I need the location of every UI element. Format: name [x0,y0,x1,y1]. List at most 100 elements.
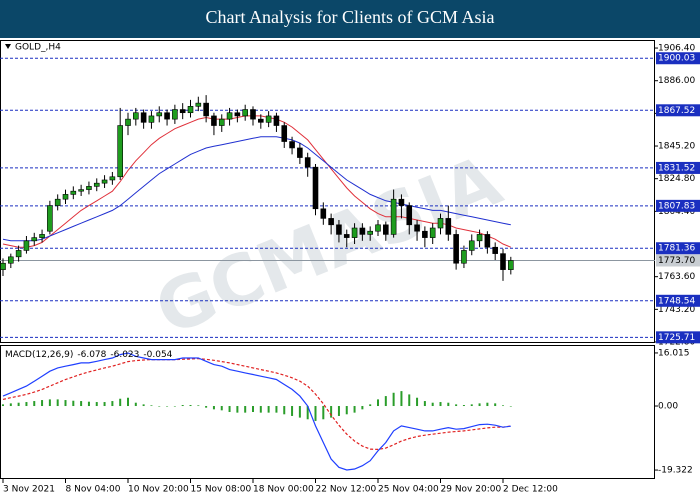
histogram-bar [17,402,20,407]
histogram-bar [205,406,208,408]
level-label-bg [656,199,700,212]
candle-body [250,109,256,120]
histogram-bar [361,406,364,410]
candle-body [86,186,92,190]
candle-body [414,224,420,232]
histogram-bar [244,406,247,413]
histogram-bar [353,406,356,413]
histogram-bar [486,402,489,407]
candle-body [500,253,506,270]
histogram-bar [377,399,379,407]
x-tick-label: 25 Nov 04:00 [378,485,439,495]
candle-body [109,176,116,181]
y-tick-label: 1743.20 [658,305,695,315]
candle-body [383,224,389,235]
histogram-bar [267,406,270,413]
candle-body [117,125,123,178]
histogram-bar [142,404,145,407]
candle-body [93,182,100,187]
histogram-bar [25,402,28,407]
candle-body [78,189,84,192]
histogram-bar [431,402,434,407]
x-tick-label: 2 Dec 12:00 [503,485,558,495]
candle-body [492,246,498,254]
histogram-bar [439,402,442,407]
candle-body [453,234,459,264]
macd-header: MACD(12,26,9) -6.078 -6.023 -0.054 [5,350,173,360]
x-tick-label: 22 Nov 12:00 [316,485,377,495]
histogram-bar [408,394,411,407]
x-tick-label: 3 Nov 2021 [3,485,55,495]
header-band [0,0,700,38]
level-label-bg [656,52,700,65]
level-label-bg [656,242,700,255]
histogram-bar [369,404,372,407]
y-tick-label: 1845.20 [658,142,695,152]
candle-body [133,112,139,120]
histogram-bar [2,404,4,407]
level-label: 1831.52 [658,163,695,173]
x-tick-label: 10 Nov 20:00 [128,485,189,495]
macd-value: -6.078 [77,350,106,360]
candle-body [461,250,467,264]
candle-body [468,240,475,251]
histogram-bar [189,405,192,407]
histogram-value: -0.054 [143,350,172,360]
candle-body [179,109,186,114]
candle-body [187,106,194,114]
candle-body [336,224,342,235]
candle-body [101,179,108,184]
histogram-bar [228,406,231,412]
level-label-bg [656,294,700,307]
histogram-bar [95,402,98,407]
candle-body [312,166,319,210]
histogram-bar [56,399,59,407]
y-tick-label: 1824.80 [658,174,695,184]
x-tick-label: 29 Nov 20:00 [441,485,502,495]
candle-body [218,118,225,126]
candle-body [484,234,491,248]
candle-body [273,115,280,126]
histogram-bar [423,401,426,407]
histogram-bar [80,401,83,407]
candle-body [31,237,38,242]
candle-body [328,218,334,226]
candle-body [375,224,381,232]
histogram-bar [502,405,504,407]
candle-body [343,234,350,238]
candle-body [226,112,233,120]
level-label: 1867.52 [658,106,695,116]
current-price-label: 1773.70 [658,256,695,266]
histogram-bar [33,401,36,407]
histogram-bar [212,406,215,410]
histogram-bar [283,406,286,415]
level-label: 1807.83 [658,201,695,211]
y-tick-label: 0.00 [658,402,678,412]
histogram-bar [111,401,114,407]
level-label-bg [656,331,700,344]
candle-body [297,147,303,158]
page-title: Chart Analysis for Clients of GCM Asia [206,7,495,27]
histogram-bar [197,405,200,407]
y-tick-label: 16.015 [658,348,690,358]
candle-body [70,190,77,195]
candle-body [258,118,264,123]
candle-body [164,112,170,120]
candle-body [203,102,209,117]
candle-body [422,230,428,238]
level-label-bg [656,104,700,117]
x-tick-label: 15 Nov 08:00 [191,485,252,495]
candle-body [406,205,413,226]
candle-body [39,234,45,238]
candle-body [211,115,217,126]
candle-body [289,141,295,149]
histogram-bar [447,402,450,407]
histogram-bar [416,397,419,407]
histogram-bar [119,398,122,407]
histogram-bar [291,406,294,416]
histogram-bar [181,405,184,407]
price-panel [0,40,655,343]
candle-body [281,125,288,142]
candle-body [47,205,53,232]
